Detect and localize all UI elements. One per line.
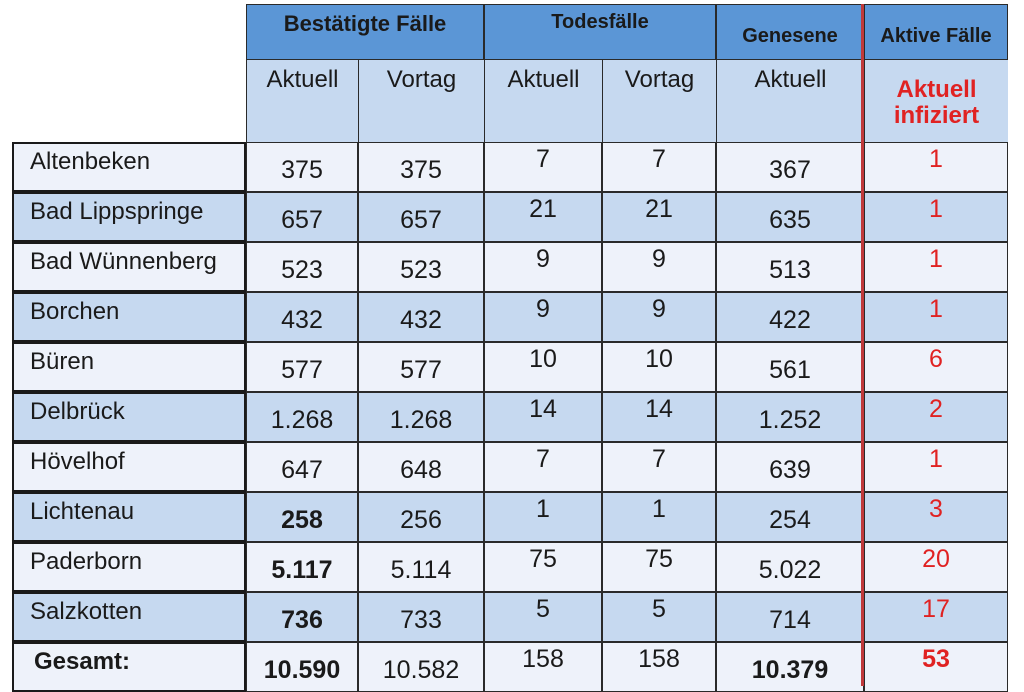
cell-d-prev: 10 bbox=[602, 342, 716, 392]
active-label-line2: infiziert bbox=[893, 102, 980, 129]
cell-d-now: 75 bbox=[484, 542, 602, 592]
cell-c-prev: 5.114 bbox=[358, 542, 484, 592]
municipality-name: Salzkotten bbox=[12, 592, 246, 642]
municipality-name: Bad Lippspringe bbox=[12, 192, 246, 242]
cell-d-now: 158 bbox=[484, 642, 602, 692]
cell-c-now: 657 bbox=[246, 192, 358, 242]
cell-rec: 513 bbox=[716, 242, 864, 292]
cell-c-prev: 577 bbox=[358, 342, 484, 392]
cell-d-prev: 7 bbox=[602, 142, 716, 192]
cell-d-prev: 21 bbox=[602, 192, 716, 242]
subheader-deaths-current: Aktuell bbox=[484, 60, 602, 142]
cell-rec: 635 bbox=[716, 192, 864, 242]
cell-rec: 561 bbox=[716, 342, 864, 392]
municipality-name: Lichtenau bbox=[12, 492, 246, 542]
municipality-name: Hövelhof bbox=[12, 442, 246, 492]
subheader-confirmed-current: Aktuell bbox=[246, 60, 358, 142]
cell-d-prev: 9 bbox=[602, 242, 716, 292]
subheader-recovered-current: Aktuell bbox=[716, 60, 864, 142]
cell-rec: 1.252 bbox=[716, 392, 864, 442]
cell-d-prev: 14 bbox=[602, 392, 716, 442]
cell-c-prev: 648 bbox=[358, 442, 484, 492]
subheader-active-current: Aktuell infiziert bbox=[864, 60, 1008, 142]
cell-c-prev: 657 bbox=[358, 192, 484, 242]
cell-c-now: 577 bbox=[246, 342, 358, 392]
subheader-deaths-previous: Vortag bbox=[602, 60, 716, 142]
cell-c-prev: 375 bbox=[358, 142, 484, 192]
cell-d-now: 9 bbox=[484, 242, 602, 292]
cell-c-prev: 1.268 bbox=[358, 392, 484, 442]
municipality-name: Delbrück bbox=[12, 392, 246, 442]
active-label-line1: Aktuell bbox=[896, 76, 977, 103]
cell-c-prev: 733 bbox=[358, 592, 484, 642]
cell-active: 1 bbox=[864, 242, 1008, 292]
active-column-divider bbox=[861, 4, 864, 686]
header-active: Aktive Fälle bbox=[864, 4, 1008, 60]
cell-c-now: 523 bbox=[246, 242, 358, 292]
cell-c-now: 375 bbox=[246, 142, 358, 192]
municipality-name: Bad Wünnenberg bbox=[12, 242, 246, 292]
cell-d-prev: 75 bbox=[602, 542, 716, 592]
cell-c-prev: 256 bbox=[358, 492, 484, 542]
cell-rec: 5.022 bbox=[716, 542, 864, 592]
cell-active: 6 bbox=[864, 342, 1008, 392]
cell-rec: 10.379 bbox=[716, 642, 864, 692]
cell-d-prev: 7 bbox=[602, 442, 716, 492]
cell-c-now: 10.590 bbox=[246, 642, 358, 692]
cell-d-now: 5 bbox=[484, 592, 602, 642]
cell-c-prev: 10.582 bbox=[358, 642, 484, 692]
cell-rec: 714 bbox=[716, 592, 864, 642]
subheader-confirmed-previous: Vortag bbox=[358, 60, 484, 142]
cell-c-now: 258 bbox=[246, 492, 358, 542]
cell-d-now: 7 bbox=[484, 142, 602, 192]
cell-c-prev: 432 bbox=[358, 292, 484, 342]
cell-d-now: 21 bbox=[484, 192, 602, 242]
cell-active: 3 bbox=[864, 492, 1008, 542]
cell-d-now: 9 bbox=[484, 292, 602, 342]
cell-active: 1 bbox=[864, 142, 1008, 192]
cell-d-now: 7 bbox=[484, 442, 602, 492]
cell-d-prev: 5 bbox=[602, 592, 716, 642]
cell-rec: 422 bbox=[716, 292, 864, 342]
header-deaths: Todesfälle bbox=[484, 4, 716, 60]
cell-d-now: 1 bbox=[484, 492, 602, 542]
municipality-name: Altenbeken bbox=[12, 142, 246, 192]
cell-c-prev: 523 bbox=[358, 242, 484, 292]
cell-active: 20 bbox=[864, 542, 1008, 592]
cell-c-now: 647 bbox=[246, 442, 358, 492]
cell-rec: 254 bbox=[716, 492, 864, 542]
cell-c-now: 432 bbox=[246, 292, 358, 342]
municipality-name: Borchen bbox=[12, 292, 246, 342]
header-confirmed: Bestätigte Fälle bbox=[246, 4, 484, 60]
cell-d-prev: 158 bbox=[602, 642, 716, 692]
cell-active: 1 bbox=[864, 442, 1008, 492]
cell-d-now: 10 bbox=[484, 342, 602, 392]
header-recovered: Genesene bbox=[716, 4, 864, 60]
cell-active: 53 bbox=[864, 642, 1008, 692]
cell-rec: 639 bbox=[716, 442, 864, 492]
municipality-name: Gesamt: bbox=[12, 642, 246, 692]
cell-active: 1 bbox=[864, 192, 1008, 242]
cell-c-now: 5.117 bbox=[246, 542, 358, 592]
cell-c-now: 736 bbox=[246, 592, 358, 642]
cell-rec: 367 bbox=[716, 142, 864, 192]
cell-c-now: 1.268 bbox=[246, 392, 358, 442]
municipality-name: Büren bbox=[12, 342, 246, 392]
cell-d-now: 14 bbox=[484, 392, 602, 442]
cell-d-prev: 9 bbox=[602, 292, 716, 342]
cell-d-prev: 1 bbox=[602, 492, 716, 542]
municipality-name: Paderborn bbox=[12, 542, 246, 592]
cell-active: 17 bbox=[864, 592, 1008, 642]
cell-active: 1 bbox=[864, 292, 1008, 342]
cell-active: 2 bbox=[864, 392, 1008, 442]
